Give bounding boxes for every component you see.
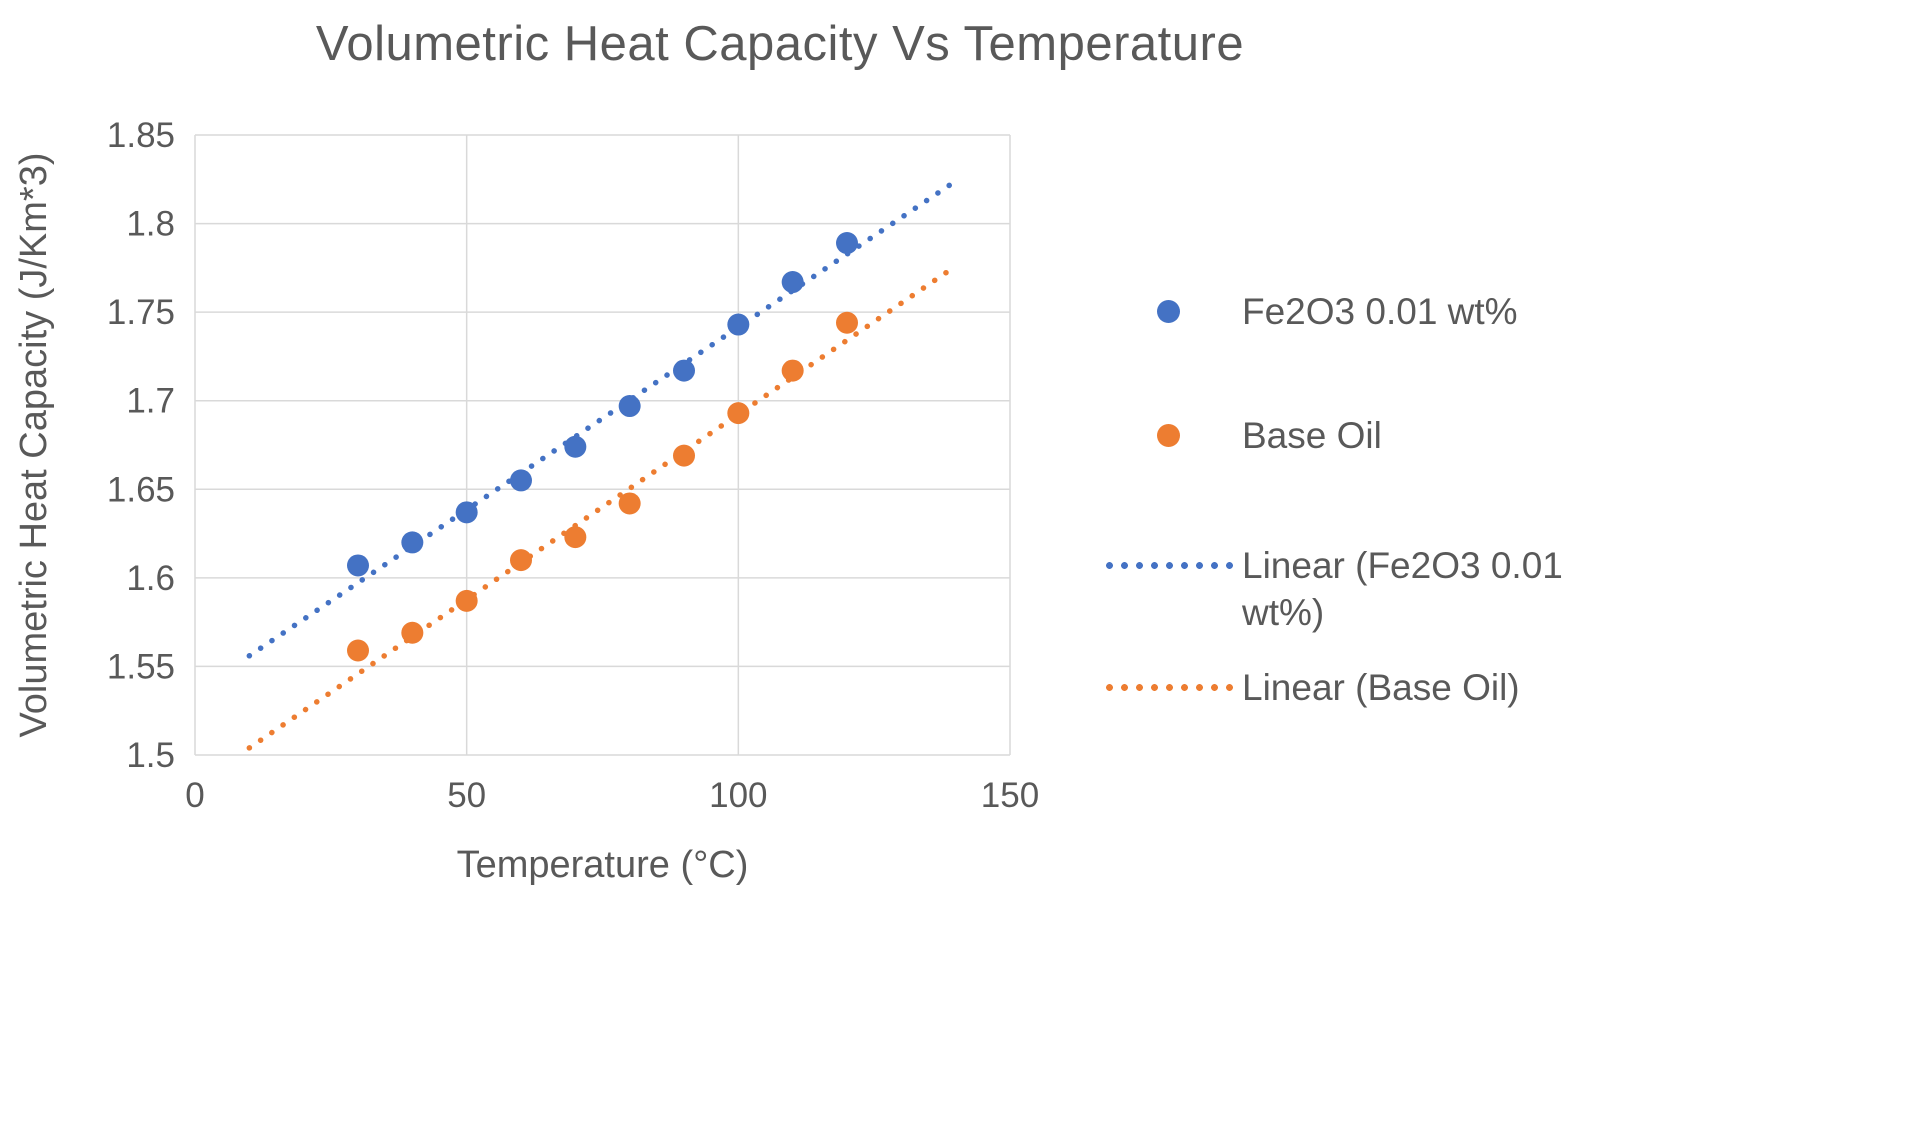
svg-text:1.65: 1.65 [107, 470, 175, 509]
svg-text:Temperature (°C): Temperature (°C) [457, 844, 749, 886]
legend-marker-box [1102, 288, 1234, 323]
legend-item-fe2o3: Fe2O3 0.01 wt% [1102, 288, 1518, 335]
svg-text:1.6: 1.6 [126, 559, 175, 598]
svg-text:Volumetric Heat Capacity (J/Km: Volumetric Heat Capacity (J/Km*3) [13, 153, 55, 738]
legend-label-linear-base-oil: Linear (Base Oil) [1242, 667, 1520, 708]
legend-marker-box [1102, 664, 1234, 691]
fe2o3-dot-icon [1156, 300, 1180, 323]
svg-text:1.75: 1.75 [107, 293, 175, 332]
legend-marker-box [1102, 542, 1234, 569]
svg-text:50: 50 [447, 776, 486, 815]
svg-text:1.55: 1.55 [107, 647, 175, 686]
svg-text:1.5: 1.5 [126, 736, 175, 775]
svg-text:100: 100 [709, 776, 767, 815]
base-oil-dot-icon [1156, 424, 1180, 447]
legend: Fe2O3 0.01 wt% Base Oil Linear (Fe2O3 0.… [1102, 288, 1742, 808]
svg-text:1.85: 1.85 [107, 116, 175, 155]
linear-fe2o3-dotline-icon [1102, 562, 1234, 569]
legend-item-linear-base-oil: Linear (Base Oil) [1102, 664, 1520, 711]
svg-text:150: 150 [981, 776, 1039, 815]
svg-text:1.7: 1.7 [126, 382, 175, 421]
legend-label-base-oil: Base Oil [1242, 415, 1382, 456]
chart-title: Volumetric Heat Capacity Vs Temperature [315, 17, 1245, 71]
legend-item-linear-fe2o3: Linear (Fe2O3 0.01 wt%) [1102, 542, 1612, 637]
legend-label-fe2o3: Fe2O3 0.01 wt% [1242, 291, 1518, 332]
legend-label-linear-fe2o3: Linear (Fe2O3 0.01 wt%) [1242, 545, 1563, 634]
plot-area: 0 50 100 150 1.5 1.55 1.6 1.65 1.7 1.75 1.8 1.85 Tem… [13, 116, 1039, 886]
svg-text:1.8: 1.8 [126, 205, 175, 244]
legend-marker-box [1102, 412, 1234, 447]
svg-text:0: 0 [185, 776, 204, 815]
legend-item-base-oil: Base Oil [1102, 412, 1382, 459]
linear-base-oil-dotline-icon [1102, 684, 1234, 691]
